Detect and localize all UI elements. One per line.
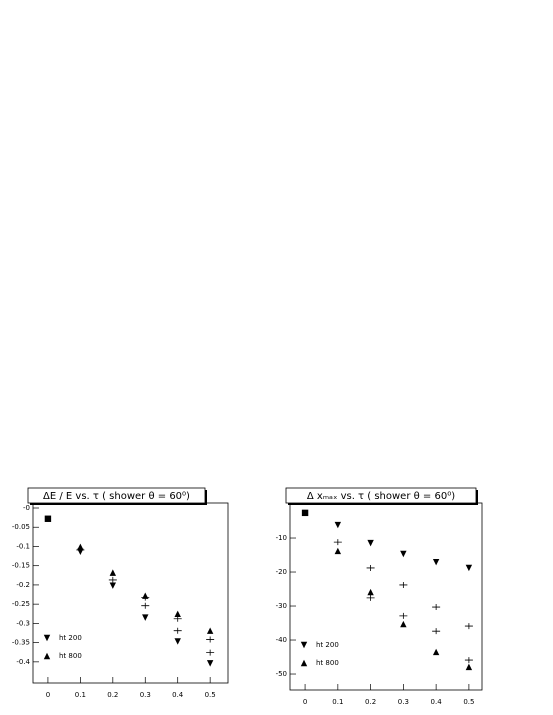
title-box — [285, 487, 477, 504]
marker-cross — [108, 576, 117, 583]
y-tick-label: -0.3 — [16, 619, 30, 627]
y-tick-label: -0.05 — [12, 523, 30, 531]
legend-marker — [43, 634, 51, 642]
y-tick-label: -0.4 — [16, 658, 30, 666]
marker-cross — [366, 564, 375, 571]
marker-up — [367, 588, 374, 596]
legend-marker — [300, 641, 308, 649]
marker-down — [109, 582, 117, 589]
y-tick-label: -0.35 — [12, 639, 30, 647]
title-box — [27, 487, 206, 504]
marker-cross — [399, 612, 408, 619]
marker-up — [400, 620, 407, 628]
marker-down — [465, 564, 473, 572]
marker-down — [174, 638, 181, 645]
x-tick-label: 0.1 — [332, 698, 343, 706]
marker-down — [367, 539, 374, 547]
legend-label: ht 200 — [316, 641, 339, 649]
x-tick-label: 0.3 — [398, 698, 409, 706]
marker-down — [432, 558, 440, 566]
marker-cross — [76, 546, 85, 553]
marker-down — [142, 614, 149, 621]
x-tick-label: 0.4 — [172, 691, 184, 699]
marker-cross — [141, 602, 150, 609]
marker-up — [174, 610, 181, 617]
x-tick-label: 0.2 — [365, 698, 376, 706]
x-tick-label: 0 — [303, 698, 307, 706]
marker-cross — [432, 628, 441, 635]
marker-cross — [206, 649, 215, 656]
marker-down — [334, 521, 342, 529]
marker-cross — [432, 604, 441, 611]
marker-cross — [464, 657, 473, 664]
y-tick-label: -10 — [276, 534, 287, 542]
y-tick-label: -0.1 — [16, 542, 30, 550]
marker-cross — [464, 623, 473, 630]
marker-up — [109, 569, 117, 576]
x-tick-label: 0 — [46, 691, 50, 699]
legend-marker — [43, 652, 51, 660]
marker-square — [301, 509, 309, 517]
marker-cross — [141, 594, 150, 601]
y-tick-label: -0 — [23, 504, 30, 512]
x-tick-label: 0.5 — [463, 698, 474, 706]
y-tick-label: -0.2 — [16, 581, 30, 589]
legend-label: ht 800 — [59, 652, 82, 660]
marker-cross — [173, 615, 182, 622]
marker-cross — [366, 594, 375, 601]
x-tick-label: 0.2 — [107, 691, 118, 699]
marker-cross — [399, 581, 408, 588]
marker-up — [206, 627, 214, 634]
chart-title: Δ xₘₐₓ vs. τ ( shower θ = 60⁰) — [307, 491, 455, 502]
legend-label: ht 800 — [316, 659, 339, 667]
legend-label: ht 200 — [59, 634, 82, 642]
marker-up — [334, 547, 342, 555]
x-tick-label: 0.3 — [140, 691, 151, 699]
x-tick-label: 0.4 — [431, 698, 443, 706]
y-tick-label: -50 — [276, 670, 287, 678]
y-tick-label: -40 — [276, 636, 287, 644]
y-tick-label: -0.15 — [12, 562, 30, 570]
marker-cross — [173, 627, 182, 634]
marker-down — [206, 660, 214, 667]
marker-square — [44, 515, 52, 522]
y-tick-label: -30 — [276, 602, 287, 610]
legend-marker — [300, 659, 308, 667]
marker-up — [465, 663, 473, 671]
marker-up — [432, 648, 440, 656]
marker-up — [77, 543, 84, 551]
y-tick-label: -0.25 — [12, 600, 30, 608]
x-tick-label: 0.1 — [75, 691, 86, 699]
chart-title: ΔE / E vs. τ ( shower θ = 60⁰) — [43, 491, 190, 502]
marker-cross — [333, 539, 342, 546]
x-tick-label: 0.5 — [205, 691, 216, 699]
marker-cross — [206, 636, 215, 643]
y-tick-label: -20 — [276, 568, 287, 576]
marker-down — [400, 550, 407, 558]
